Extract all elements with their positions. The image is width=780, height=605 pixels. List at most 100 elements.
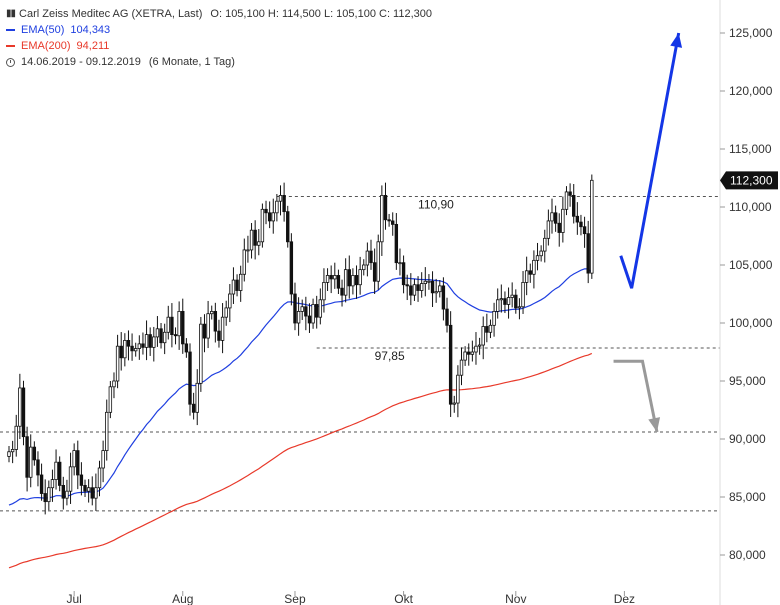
candle-body [293,293,297,324]
candle-body [452,402,456,405]
candle [586,220,590,284]
candle-body [467,351,471,355]
candle-body [206,313,210,339]
y-tick-label: 110,000 [729,200,772,214]
candle [10,440,15,464]
candle [7,445,11,463]
candle-body [543,237,547,252]
candle [224,300,228,326]
candle [314,295,319,329]
candle-body [50,479,55,489]
candle-body [72,450,76,468]
candle-body [101,450,105,469]
y-tick-label: 80,000 [729,548,766,562]
candle-body [32,446,37,461]
candle-body [119,345,123,359]
candle [452,395,456,413]
candle [322,268,326,313]
candle [188,343,192,416]
candle-body [25,436,29,478]
candle-body [130,345,134,352]
candle-body [43,493,47,503]
y-tick-label: 115,000 [729,142,772,156]
candle-body [300,306,304,312]
candle [510,282,514,308]
candle [166,305,170,340]
candle [467,343,471,366]
candle [18,373,22,439]
candle-body [228,293,232,309]
candle-body [108,386,113,413]
candle [311,298,315,329]
candle-body [398,262,402,265]
candle [506,287,511,319]
candle-body [434,291,438,294]
ema50-swatch [6,29,15,31]
candle [365,242,370,277]
ema200-value: 94,211 [76,40,110,52]
candle-body [459,359,464,376]
candle [228,284,232,323]
candle [300,299,304,320]
line-label: 110,90 [418,198,454,212]
candle [391,212,395,236]
x-tick-label: Dez [614,592,635,605]
candle [474,332,478,365]
candle [199,316,203,392]
legend-range-row: 14.06.2019 - 09.12.2019 (6 Monate, 1 Tag… [6,54,432,70]
candle [173,327,178,345]
legend: ▮▮ Carl Zeiss Meditec AG (XETRA, Last) O… [6,6,432,70]
candle-body [137,343,142,349]
ema50-value: 104,343 [70,24,111,36]
x-axis: Jul Aug Sep Okt Nov Dez [66,591,635,605]
candle [90,476,94,506]
candle-body [568,191,572,196]
x-tick-label: Sep [284,592,306,605]
candle-body [231,279,236,295]
candle-body [18,387,22,427]
candle [564,186,569,216]
candle-body [173,334,178,337]
candle-body [590,179,594,274]
candle-body [86,487,91,492]
candle [557,213,561,247]
candle [532,250,536,289]
candle [524,256,529,296]
candle [488,319,493,339]
candle [177,301,181,350]
candle-body [336,275,341,289]
candle [543,229,547,263]
candle [485,313,489,343]
candle-body [383,194,388,221]
candle [181,298,185,354]
candle [152,326,156,362]
candle [235,274,239,297]
candle [517,298,522,320]
candle-body [416,284,420,291]
candle [499,284,504,313]
candle-body [235,279,239,291]
ema200-label: EMA(200) [21,40,71,52]
ema200-swatch [6,45,15,47]
candle [213,302,218,343]
candle-body [159,328,163,344]
candle [405,274,409,301]
forecast-arrows [613,32,683,433]
candle [590,174,594,279]
candle-body [57,461,62,486]
candle-body [492,310,496,326]
legend-ema200-row: EMA(200) 94,211 [6,38,432,54]
candle [340,279,344,307]
candle-body [333,275,337,280]
candle-body [579,221,583,228]
candle [579,214,583,236]
candle-body [481,326,485,346]
candle-body [488,324,493,333]
candle-body [304,306,308,317]
candle-body [115,345,120,382]
candle-body [517,306,522,309]
candle-body [441,285,446,310]
candle-body [521,281,525,308]
candle-body [524,270,529,283]
candle-body [217,330,221,341]
